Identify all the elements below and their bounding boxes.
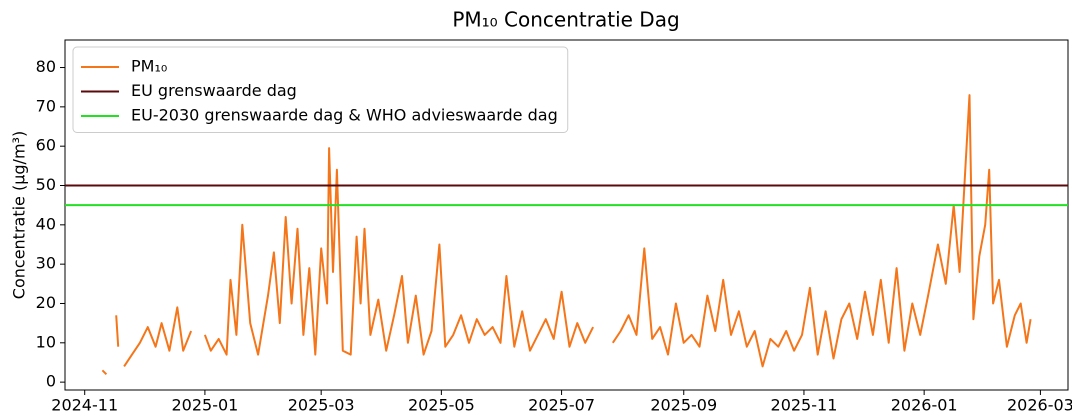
x-tick-label: 2025-11 (771, 396, 838, 415)
legend-label: EU grenswaarde dag (131, 81, 297, 100)
x-tick-label: 2026-03 (1007, 396, 1072, 415)
data-line (101, 94, 1032, 376)
y-tick-label: 30 (36, 254, 56, 273)
x-tick-label: 2025-09 (650, 396, 717, 415)
legend: PM₁₀ EU grenswaarde dag EU-2030 grenswaard… (72, 46, 569, 133)
y-tick-label: 10 (36, 332, 56, 351)
chart-title: PM₁₀ Concentratie Dag (452, 8, 679, 32)
legend-box (72, 46, 569, 133)
y-tick-label: 60 (36, 136, 56, 155)
y-tick-label: 80 (36, 57, 56, 76)
y-tick-label: 50 (36, 175, 56, 194)
x-tick-label: 2026-01 (891, 396, 958, 415)
x-tick-label: 2025-03 (288, 396, 355, 415)
y-tick-label: 0 (46, 372, 56, 391)
y-axis-label: Concentratie (μg/m³) (10, 131, 29, 299)
x-tick-label: 2025-01 (171, 396, 238, 415)
y-tick-label: 40 (36, 214, 56, 233)
x-tick-label: 2025-05 (408, 396, 475, 415)
legend-label: PM₁₀ (131, 57, 167, 76)
x-tick-label: 2024-11 (51, 396, 118, 415)
plot-frame (64, 39, 1069, 391)
legend-label: EU-2030 grenswaarde dag & WHO advieswaar… (131, 106, 558, 125)
y-tick-label: 70 (36, 96, 56, 115)
x-tick-label: 2025-07 (528, 396, 595, 415)
y-tick-label: 20 (36, 293, 56, 312)
